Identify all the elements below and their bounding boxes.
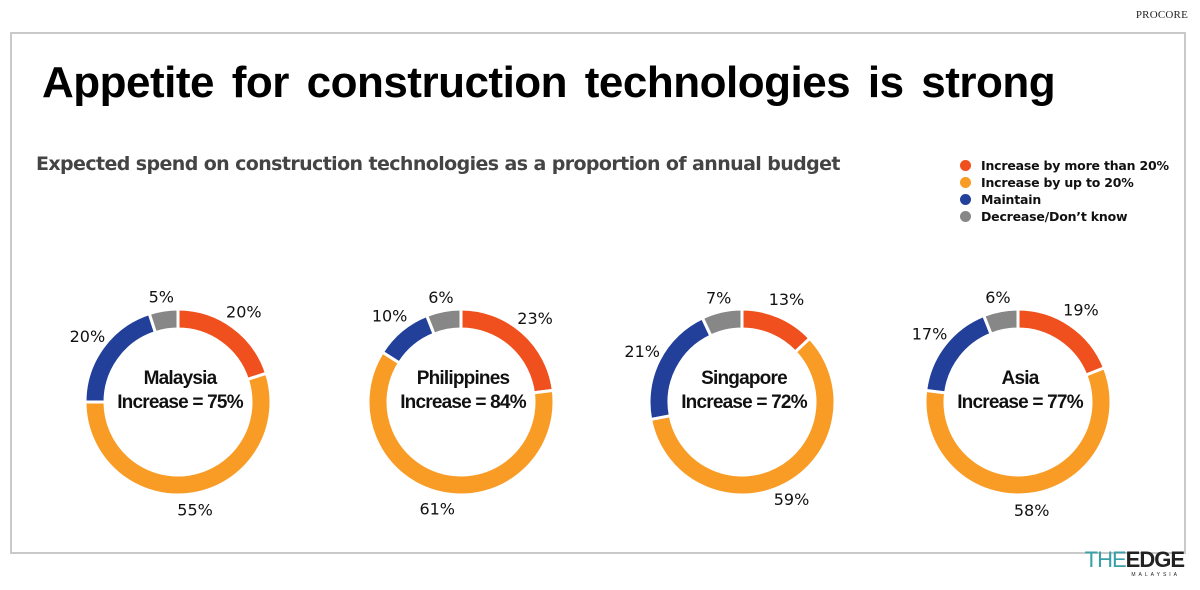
legend-item-increase-up-to-20: Increase by up to 20% — [960, 174, 1169, 191]
page-title: Appetite for construction technologies i… — [42, 58, 1056, 107]
source-label: PROCORE — [1135, 9, 1188, 21]
data-label: 5% — [149, 287, 174, 306]
data-label: 19% — [1063, 300, 1099, 319]
donut-segment — [700, 307, 744, 338]
donut-segment — [424, 307, 463, 337]
logo-the: THE — [1084, 547, 1127, 572]
legend-label: Maintain — [981, 192, 1042, 207]
data-label: 13% — [769, 290, 805, 309]
data-label: 59% — [774, 490, 810, 509]
donut-segment — [740, 307, 812, 355]
donut-singapore: 13% 59% 21% 7% Singapore Increase = 72% — [624, 289, 837, 509]
legend-item-decrease: Decrease/Don’t know — [960, 208, 1169, 225]
data-label: 21% — [624, 342, 660, 361]
donut-center-label: Increase = 77% — [957, 392, 1084, 413]
donut-center-label: Increase = 84% — [400, 392, 527, 413]
legend-label: Increase by up to 20% — [981, 175, 1134, 190]
data-label: 6% — [985, 288, 1010, 307]
legend-dot-icon — [960, 211, 971, 222]
logo-edge: EDGE — [1125, 547, 1185, 572]
legend: Increase by more than 20% Increase by up… — [960, 157, 1169, 225]
donut-segment — [923, 365, 1113, 497]
data-label: 23% — [517, 309, 553, 328]
chart-subtitle: Expected spend on construction technolog… — [36, 153, 841, 175]
the-edge-logo: THEEDGE MALAYSIA — [1084, 547, 1185, 579]
donut-title: Philippines — [417, 368, 510, 389]
data-label: 55% — [177, 501, 213, 520]
chart-frame — [10, 32, 1186, 554]
donut-center-label: Increase = 75% — [117, 392, 244, 413]
legend-item-increase-more-20: Increase by more than 20% — [960, 157, 1169, 174]
data-label: 7% — [706, 289, 731, 308]
donut-center-label: Increase = 72% — [681, 392, 808, 413]
donut-segment — [366, 350, 556, 497]
donut-title: Asia — [1002, 368, 1040, 389]
donut-segment — [981, 307, 1020, 337]
legend-dot-icon — [960, 160, 971, 171]
logo-sub: MALAYSIA — [1131, 572, 1180, 578]
data-label: 58% — [1014, 501, 1050, 520]
data-label: 6% — [428, 288, 453, 307]
data-label: 17% — [912, 324, 948, 343]
data-label: 20% — [226, 302, 262, 321]
legend-dot-icon — [960, 194, 971, 205]
donut-segment — [147, 307, 180, 335]
legend-label: Increase by more than 20% — [981, 158, 1169, 173]
donut-malaysia: 20% 55% 20% 5% Malaysia Increase = 75% — [70, 287, 273, 520]
donut-philippines: 23% 61% 10% 6% Philippines Increase = 84% — [366, 288, 556, 518]
legend-dot-icon — [960, 177, 971, 188]
donut-asia: 19% 58% 17% 6% Asia Increase = 77% — [912, 288, 1113, 520]
legend-item-maintain: Maintain — [960, 191, 1169, 208]
data-label: 20% — [70, 327, 106, 346]
donut-title: Malaysia — [144, 368, 218, 389]
legend-label: Decrease/Don’t know — [981, 209, 1128, 224]
data-label: 61% — [419, 499, 455, 518]
donut-title: Singapore — [701, 368, 787, 389]
data-label: 10% — [372, 307, 408, 326]
